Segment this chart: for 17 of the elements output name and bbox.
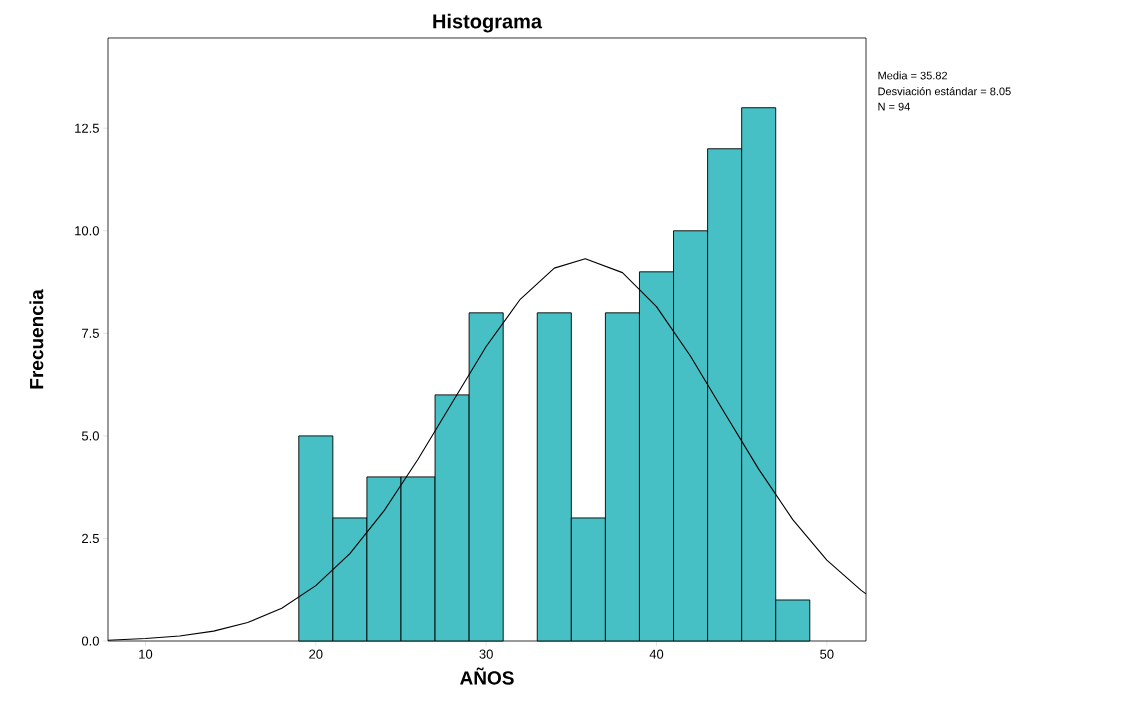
text: Media = 35.82: [878, 71, 948, 80]
x-tick-label: 20: [309, 649, 323, 659]
y-tick-label: 10.0: [75, 226, 99, 236]
y-tick-label: 0.0: [81, 636, 99, 646]
y-tick-label: 12.5: [75, 123, 99, 133]
x-axis-title: AÑOS: [460, 667, 514, 685]
y-axis-title: Frecuencia: [29, 289, 44, 389]
y-tick-label: 7.5: [82, 328, 99, 338]
x-tick-label: 30: [479, 649, 493, 659]
text: Desviación estándar = 8.05: [878, 87, 1011, 96]
text: N = 94: [878, 102, 910, 111]
x-tick-label: 40: [649, 649, 664, 659]
x-tick-label: 50: [820, 649, 834, 659]
y-tick-label: 5.0: [81, 431, 99, 441]
y-tick-label: 2.5: [82, 533, 99, 544]
x-tick-label: 10: [139, 649, 153, 659]
chart-title: Histograma: [433, 13, 543, 33]
